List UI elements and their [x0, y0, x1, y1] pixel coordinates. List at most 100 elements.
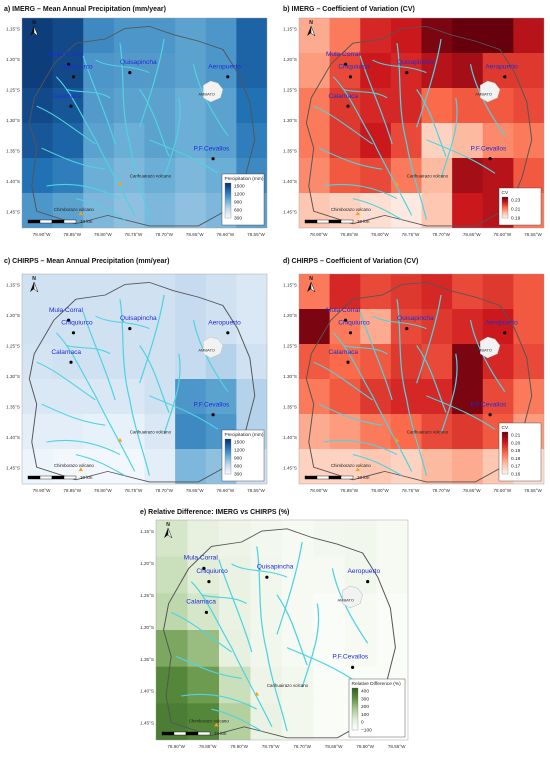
- city-label: Quisapincha: [397, 315, 434, 322]
- raster-cell: [236, 123, 267, 159]
- x-tick-label: 78.90°W: [310, 488, 328, 493]
- raster-cell: [52, 414, 84, 450]
- ambato-label: AMBATO: [198, 348, 215, 353]
- river: [276, 541, 303, 635]
- volcano-icon: [117, 437, 123, 442]
- raster-cell: [22, 414, 54, 450]
- x-tick-label: 78.55°W: [247, 232, 265, 237]
- map-frame: [21, 17, 268, 229]
- river: [416, 294, 442, 384]
- river: [139, 38, 165, 128]
- legend-label: 0.16: [511, 472, 521, 478]
- map-frame: [155, 519, 409, 741]
- city-marker: [503, 75, 507, 79]
- volcano-icon: [355, 467, 360, 472]
- ambato-urban-area: [203, 80, 224, 103]
- x-tick-label: 78.75°W: [402, 488, 420, 493]
- river: [359, 55, 393, 145]
- legend-label: 400: [361, 689, 369, 695]
- x-tick-label: 78.80°W: [94, 488, 112, 493]
- raster-cell: [299, 379, 331, 415]
- north-label: N: [166, 522, 170, 528]
- city-label: P.F.Cevallos: [471, 145, 507, 152]
- raster-cell: [299, 158, 331, 194]
- river: [396, 299, 428, 476]
- river: [372, 59, 427, 74]
- raster-cell: [299, 309, 331, 345]
- city-marker: [346, 360, 350, 364]
- river: [372, 315, 427, 330]
- y-tick-label: 1.15°S: [6, 283, 20, 288]
- volcano-icon: [78, 467, 83, 472]
- raster-cell: [299, 123, 331, 159]
- y-tick-label: 1.40°S: [283, 435, 297, 440]
- river: [440, 353, 458, 434]
- raster-cell: [299, 414, 331, 450]
- raster-cell: [175, 123, 207, 159]
- legend-label: 100: [361, 712, 369, 718]
- raster-cell: [236, 379, 267, 415]
- river: [65, 88, 111, 99]
- scale-bar: [27, 219, 77, 224]
- raster-cell: [113, 309, 145, 345]
- y-tick-label: 1.20°S: [283, 57, 297, 62]
- map-svg: AMBATO Mula Corral Chiquiurco Quisapincha Ae…: [6, 17, 268, 237]
- panel-title: c) CHIRPS – Mean Annual Precipitation (m…: [4, 258, 170, 265]
- x-tick-label: 78.90°W: [310, 232, 328, 237]
- river: [119, 299, 151, 476]
- legend-colorbar: [351, 687, 359, 731]
- river: [82, 311, 116, 401]
- raster-cell: [390, 274, 422, 310]
- y-tick-label: 1.25°S: [283, 344, 297, 349]
- river: [416, 345, 447, 413]
- city-label: Mula Corral: [326, 51, 361, 58]
- raster-cell: [144, 158, 176, 194]
- basin-boundary: [305, 25, 533, 227]
- raster-cell: [175, 158, 207, 194]
- raster-cell: [187, 520, 220, 558]
- raster-cell: [360, 414, 392, 450]
- raster-cell: [144, 379, 176, 415]
- river: [163, 97, 181, 178]
- raster-cell: [329, 309, 361, 345]
- raster-cell: [376, 520, 408, 558]
- raster-cell: [22, 309, 54, 345]
- legend-label: 0.19: [511, 448, 521, 454]
- y-tick-label: 1.25°S: [6, 344, 20, 349]
- raster-cell: [83, 158, 115, 194]
- raster-cell: [187, 666, 220, 704]
- river-network: [313, 294, 506, 477]
- x-tick-label: 78.70°W: [432, 488, 450, 493]
- raster-cell: [421, 449, 453, 484]
- raster-cell: [113, 88, 145, 124]
- legend-colorbar: [501, 196, 509, 219]
- raster-cell: [52, 274, 84, 310]
- legend-label: 1200: [234, 448, 245, 454]
- legend-label: 300: [361, 696, 369, 702]
- map-frame: [21, 273, 268, 485]
- river: [218, 559, 253, 653]
- raster-cell: [83, 123, 115, 159]
- raster-cell: [219, 520, 251, 558]
- legend: CV0.23 0.21 0.19: [498, 187, 542, 226]
- raster-cell: [175, 414, 207, 450]
- raster-cell: [175, 274, 207, 310]
- raster-cell: [113, 274, 145, 310]
- river: [352, 198, 403, 221]
- city-label: Chiquiurco: [61, 319, 93, 326]
- river-network: [313, 38, 506, 221]
- volcano-label: Chimborazo volcano: [331, 207, 372, 212]
- raster-cell: [52, 158, 84, 194]
- x-tick-label: 78.75°W: [262, 744, 280, 749]
- city-label: Calamaca: [328, 93, 358, 100]
- raster-cell: [22, 158, 54, 194]
- raster-cell: [282, 703, 314, 740]
- legend-label: 1500: [234, 440, 245, 446]
- city-label: Calamaca: [51, 349, 81, 356]
- ambato-urban-area: [480, 336, 501, 359]
- ambato-label: AMBATO: [198, 92, 215, 97]
- y-tick-label: 1.20°S: [283, 313, 297, 318]
- river: [181, 693, 258, 710]
- city-marker: [71, 331, 76, 335]
- city-label: Chiquiurco: [61, 63, 93, 70]
